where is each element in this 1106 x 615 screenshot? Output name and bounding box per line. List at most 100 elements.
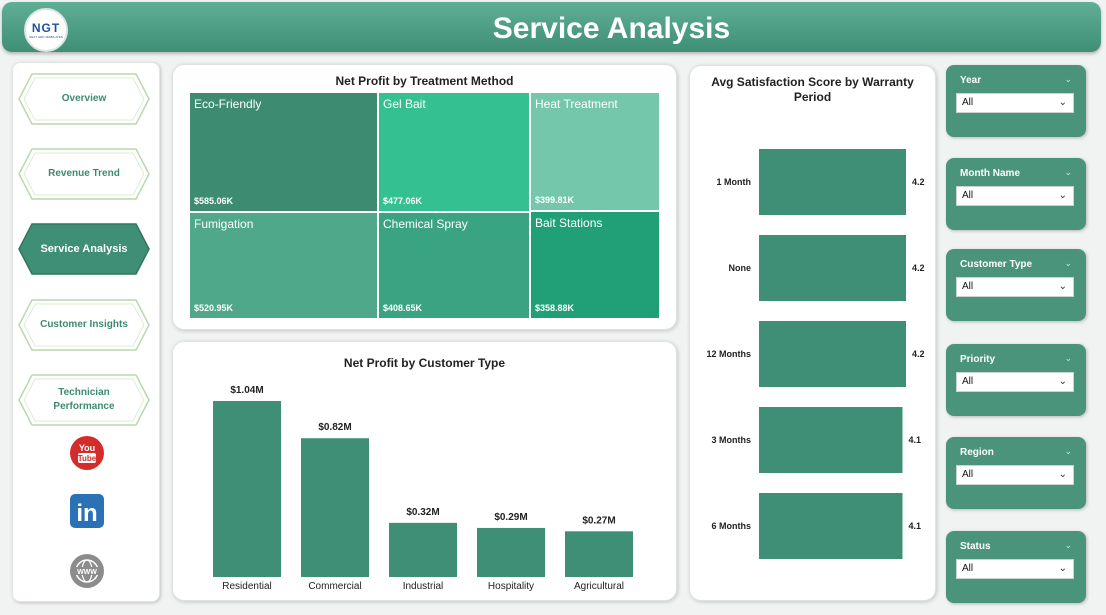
- website-icon[interactable]: WWW: [69, 553, 105, 589]
- bar-residential[interactable]: [213, 401, 281, 577]
- priority-dropdown[interactable]: All ⌄: [956, 372, 1074, 392]
- dropdown-value: All: [962, 376, 974, 387]
- chevron-down-icon: ⌄: [1058, 281, 1067, 292]
- customer-type-chart-card: Net Profit by Customer Type $1.04M Reside…: [172, 341, 677, 601]
- bar-data-label: 4.2: [912, 263, 925, 273]
- customer-type-dropdown[interactable]: All ⌄: [956, 277, 1074, 297]
- svg-text:WWW: WWW: [77, 569, 97, 576]
- chevron-down-icon: ⌄: [1058, 190, 1067, 201]
- region-dropdown[interactable]: All ⌄: [956, 465, 1074, 485]
- bar-data-label: $0.29M: [494, 512, 527, 523]
- treemap-tile-gel-bait[interactable]: Gel Bait $477.06K: [378, 92, 530, 212]
- treemap-card: Net Profit by Treatment Method Eco-Frien…: [172, 64, 677, 330]
- bar-industrial[interactable]: [389, 522, 457, 577]
- nav-technician-performance-button[interactable]: Technician Performance: [18, 374, 150, 426]
- collapse-chevron-icon[interactable]: ⌄: [1064, 353, 1072, 363]
- month-name-dropdown[interactable]: All ⌄: [956, 186, 1074, 206]
- bar-none[interactable]: [759, 235, 906, 301]
- nav-revenue-trend-label: Revenue Trend: [48, 168, 120, 179]
- slicer-label: Status: [960, 541, 991, 552]
- customer-type-bar-chart: $1.04M Residential $0.82M Commercial $0.32M I…: [213, 385, 633, 592]
- nav-button-shape: [18, 374, 150, 426]
- treemap-tile-heat-treatment[interactable]: Heat Treatment $399.81K: [530, 92, 660, 211]
- bar-data-label: $0.82M: [318, 422, 351, 433]
- collapse-chevron-icon[interactable]: ⌄: [1064, 540, 1072, 550]
- category-tick-label: 3 Months: [712, 435, 752, 445]
- dropdown-value: All: [962, 97, 974, 108]
- tile-value: $520.95K: [194, 303, 234, 313]
- bar-agricultural[interactable]: [565, 531, 633, 577]
- tile-value: $399.81K: [535, 195, 575, 205]
- nav-button-shape: [18, 299, 150, 351]
- svg-text:You: You: [79, 443, 95, 453]
- bar-data-label: $0.32M: [406, 507, 439, 518]
- collapse-chevron-icon[interactable]: ⌄: [1064, 167, 1072, 177]
- nav-service-analysis-button[interactable]: Service Analysis: [18, 223, 150, 275]
- warranty-chart-title: Avg Satisfaction Score by Warranty Perio…: [711, 75, 914, 104]
- tile-name: Heat Treatment: [535, 97, 618, 111]
- bar-1-month[interactable]: [759, 149, 906, 215]
- tile-value: $408.65K: [383, 303, 423, 313]
- tile-name: Bait Stations: [535, 216, 603, 230]
- nav-revenue-trend-button[interactable]: Revenue Trend: [18, 148, 150, 200]
- customer-type-slicer: Customer Type ⌄ All ⌄: [946, 249, 1086, 321]
- bar-data-label: 4.1: [909, 521, 922, 531]
- year-dropdown[interactable]: All ⌄: [956, 93, 1074, 113]
- bar-commercial[interactable]: [301, 438, 369, 577]
- treemap-tile-eco-friendly[interactable]: Eco-Friendly $585.06K: [189, 92, 378, 212]
- status-slicer: Status ⌄ All ⌄: [946, 531, 1086, 603]
- bar-12-months[interactable]: [759, 321, 906, 387]
- warranty-chart-card: Avg Satisfaction Score by Warranty Perio…: [689, 65, 936, 601]
- collapse-chevron-icon[interactable]: ⌄: [1064, 258, 1072, 268]
- tile-name: Gel Bait: [383, 97, 426, 111]
- category-tick-label: None: [729, 263, 752, 273]
- chevron-down-icon: ⌄: [1058, 97, 1067, 108]
- bar-hospitality[interactable]: [477, 527, 545, 577]
- bar-3-months[interactable]: [759, 407, 903, 473]
- svg-text:Tube: Tube: [78, 454, 97, 463]
- collapse-chevron-icon[interactable]: ⌄: [1064, 446, 1072, 456]
- status-dropdown[interactable]: All ⌄: [956, 559, 1074, 579]
- dropdown-value: All: [962, 190, 974, 201]
- ngt-logo: NGT NEXT GEN TEMPLATES: [24, 8, 68, 52]
- warranty-bar-chart: 1 Month 4.2 None 4.2 12 Months 4.2 3 Months 4.1…: [706, 149, 925, 559]
- nav-service-analysis-label: Service Analysis: [40, 243, 128, 255]
- bar-data-label: 4.1: [909, 435, 922, 445]
- treemap-tile-bait-stations[interactable]: Bait Stations $358.88K: [530, 211, 660, 319]
- tile-name: Fumigation: [194, 217, 254, 231]
- bar-data-label: 4.2: [912, 349, 925, 359]
- chevron-down-icon: ⌄: [1058, 376, 1067, 387]
- category-tick-label: 12 Months: [706, 349, 751, 359]
- logo-text: NGT: [31, 21, 61, 35]
- linkedin-icon[interactable]: in: [69, 493, 105, 529]
- nav-overview-label: Overview: [61, 93, 107, 104]
- chevron-down-icon: ⌄: [1058, 563, 1067, 574]
- bar-data-label: 4.2: [912, 177, 925, 187]
- slicer-label: Year: [960, 75, 982, 86]
- navigation-panel: Overview Revenue Trend Service Analysis …: [12, 62, 160, 602]
- tile-value: $477.06K: [383, 196, 423, 206]
- tile-value: $358.88K: [535, 303, 575, 313]
- category-tick-label: Hospitality: [488, 581, 534, 592]
- dropdown-value: All: [962, 469, 974, 480]
- nav-overview-button[interactable]: Overview: [18, 73, 150, 125]
- month-name-slicer: Month Name ⌄ All ⌄: [946, 158, 1086, 230]
- tile-value: $585.06K: [194, 196, 234, 206]
- collapse-chevron-icon[interactable]: ⌄: [1064, 74, 1072, 84]
- bar-data-label: $0.27M: [582, 515, 615, 526]
- youtube-icon[interactable]: You Tube: [69, 435, 105, 471]
- chevron-down-icon: ⌄: [1058, 469, 1067, 480]
- treemap-tile-chemical-spray[interactable]: Chemical Spray $408.65K: [378, 212, 530, 319]
- slicer-label: Month Name: [960, 168, 1020, 179]
- dropdown-value: All: [962, 563, 974, 574]
- nav-button-shape: [18, 148, 150, 200]
- nav-customer-insights-button[interactable]: Customer Insights: [18, 299, 150, 351]
- category-tick-label: Residential: [222, 581, 271, 592]
- category-tick-label: 6 Months: [712, 521, 752, 531]
- category-tick-label: Industrial: [403, 581, 444, 592]
- bar-6-months[interactable]: [759, 493, 903, 559]
- customer-chart-title: Net Profit by Customer Type: [343, 356, 506, 370]
- treemap-tile-fumigation[interactable]: Fumigation $520.95K: [189, 212, 378, 319]
- slicer-label: Customer Type: [960, 259, 1033, 270]
- logo-subtext: NEXT GEN TEMPLATES: [29, 35, 63, 39]
